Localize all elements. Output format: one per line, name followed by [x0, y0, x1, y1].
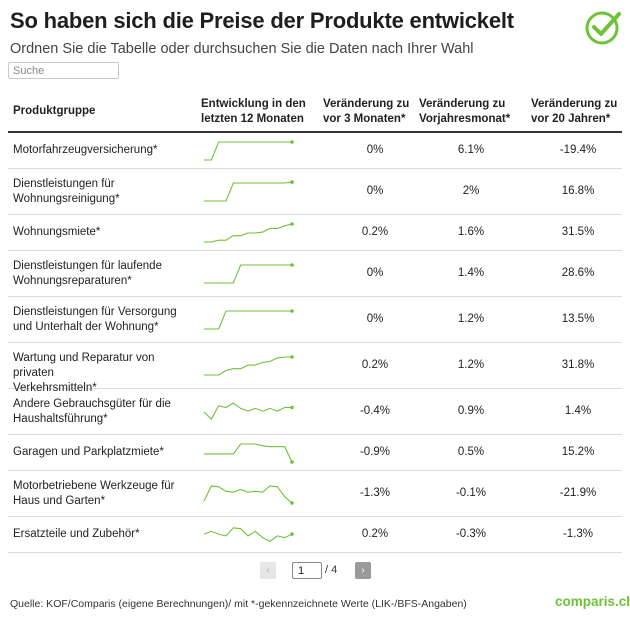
product-group-cell: Andere Gebrauchsgüter für die Haushaltsfü…	[13, 398, 171, 425]
trend-sparkline	[204, 355, 294, 376]
sparkline-end-point	[290, 180, 294, 184]
change-yoy: 6.1%	[457, 144, 485, 156]
change-3-months: 0.2%	[361, 359, 389, 371]
chevron-left-icon: ‹	[266, 565, 270, 576]
column-header-3-monate[interactable]: Veränderung zu vor 3 Monaten*	[323, 98, 410, 125]
trend-sparkline	[203, 485, 294, 505]
table-row: Motorfahrzeugversicherung* 0% 6.1% -19.4…	[8, 133, 622, 169]
sparkline-path	[204, 264, 292, 284]
change-20-years: -19.4%	[559, 144, 597, 156]
table-row: Garagen und Parkplatzmiete* -0.9% 0.5% 1…	[8, 435, 622, 471]
brand-logo-text[interactable]: comparis.ch	[555, 594, 630, 609]
page-number-input[interactable]	[292, 562, 322, 579]
table-row: Dienstleistungen für laufende Wohnungsrep…	[8, 251, 622, 297]
sparkline-path	[204, 310, 292, 330]
change-3-months: 0%	[366, 144, 384, 156]
checkmark-circle-icon	[585, 11, 621, 45]
page-subtitle: Ordnen Sie die Tabelle oder durchsuchen …	[10, 41, 474, 57]
sparkline-end-point	[290, 355, 294, 359]
table-row: Ersatzteile und Zubehör* 0.2% -0.3% -1.3…	[8, 517, 622, 553]
change-20-years: 31.5%	[561, 226, 595, 238]
change-3-months: 0.2%	[361, 226, 389, 238]
change-yoy: 1.2%	[457, 359, 485, 371]
sparkline-path	[203, 485, 293, 504]
change-yoy: 1.4%	[457, 267, 485, 279]
table-row: Dienstleistungen für Wohnungsreinigung* 0…	[8, 169, 622, 215]
sparkline-end-point	[290, 263, 294, 267]
column-header-20-jahre[interactable]: Veränderung zu vor 20 Jahren*	[531, 98, 618, 125]
search-input[interactable]	[8, 62, 119, 79]
table-row: Dienstleistungen für Versorgung und Unter…	[8, 297, 622, 343]
sparkline-path	[204, 443, 293, 463]
product-group-cell: Ersatzteile und Zubehör*	[13, 528, 140, 540]
change-yoy: 0.9%	[457, 405, 485, 417]
trend-sparkline	[204, 180, 294, 202]
product-group-cell: Dienstleistungen für Wohnungsreinigung*	[13, 178, 120, 205]
product-group-cell: Motorbetriebene Werkzeuge für Haus und Ga…	[13, 480, 175, 507]
change-20-years: 1.4%	[564, 405, 592, 417]
sparkline-end-point	[290, 309, 294, 313]
change-yoy: -0.3%	[455, 528, 487, 540]
change-20-years: -21.9%	[559, 487, 597, 499]
change-20-years: 15.2%	[561, 446, 595, 458]
product-group-cell: Wartung und Reparatur von privaten Verkeh…	[13, 352, 155, 394]
sparkline-end-point	[290, 405, 294, 410]
change-20-years: 16.8%	[561, 185, 595, 197]
trend-sparkline	[203, 402, 294, 421]
sparkline-path	[204, 223, 293, 243]
sparkline-end-point	[290, 532, 294, 536]
change-yoy: 0.5%	[457, 446, 485, 458]
page-title: So haben sich die Preise der Produkte en…	[10, 8, 514, 33]
sparkline-path	[203, 527, 293, 542]
trend-sparkline	[204, 140, 294, 161]
trend-sparkline	[204, 263, 294, 284]
sparkline-end-point	[290, 222, 294, 226]
sparkline-path	[204, 181, 293, 202]
change-3-months: -0.4%	[359, 405, 391, 417]
table-row: Wartung und Reparatur von privaten Verkeh…	[8, 343, 622, 394]
column-header-entwicklung[interactable]: Entwicklung in den letzten 12 Monaten	[201, 98, 306, 125]
table-row: Motorbetriebene Werkzeuge für Haus und Ga…	[8, 471, 622, 517]
sparkline-path	[203, 402, 292, 421]
product-group-cell: Wohnungsmiete*	[13, 226, 101, 238]
trend-sparkline	[204, 443, 294, 464]
trend-sparkline	[204, 222, 294, 243]
change-3-months: 0%	[366, 185, 384, 197]
change-20-years: 31.8%	[561, 359, 595, 371]
sparkline-path	[204, 141, 292, 161]
sparkline-end-point	[290, 460, 294, 464]
change-3-months: 0%	[366, 267, 384, 279]
header-divider	[8, 131, 622, 133]
chevron-right-icon: ›	[361, 565, 365, 576]
change-3-months: -0.9%	[359, 446, 391, 458]
sparkline-path	[204, 356, 292, 376]
page-total: / 4	[325, 564, 338, 576]
trend-sparkline	[204, 309, 294, 330]
next-page-button[interactable]: ›	[355, 562, 371, 579]
change-yoy: 2%	[462, 185, 480, 197]
table-row: Andere Gebrauchsgüter für die Haushaltsfü…	[8, 389, 622, 435]
change-yoy: 1.2%	[457, 313, 485, 325]
change-20-years: 13.5%	[561, 313, 595, 325]
table-row: Wohnungsmiete* 0.2% 1.6% 31.5%	[8, 215, 622, 251]
column-header-vorjahresmonat[interactable]: Veränderung zu Vorjahresmonat*	[419, 98, 511, 125]
column-header-produktgruppe[interactable]: Produktgruppe	[13, 105, 96, 117]
previous-page-button[interactable]: ‹	[260, 562, 276, 579]
sparkline-end-point	[290, 140, 294, 144]
source-note: Quelle: KOF/Comparis (eigene Berechnunge…	[10, 598, 467, 610]
product-group-cell: Garagen und Parkplatzmiete*	[13, 446, 164, 458]
trend-sparkline	[203, 527, 294, 542]
change-yoy: 1.6%	[457, 226, 485, 238]
change-yoy: -0.1%	[455, 487, 487, 499]
change-3-months: 0%	[366, 313, 384, 325]
change-3-months: 0.2%	[361, 528, 389, 540]
product-group-cell: Dienstleistungen für laufende Wohnungsrep…	[13, 260, 162, 287]
sparkline-end-point	[290, 501, 294, 505]
product-group-cell: Motorfahrzeugversicherung*	[13, 144, 158, 156]
product-group-cell: Dienstleistungen für Versorgung und Unter…	[13, 306, 177, 333]
change-3-months: -1.3%	[359, 487, 391, 499]
change-20-years: -1.3%	[562, 528, 594, 540]
change-20-years: 28.6%	[561, 267, 595, 279]
